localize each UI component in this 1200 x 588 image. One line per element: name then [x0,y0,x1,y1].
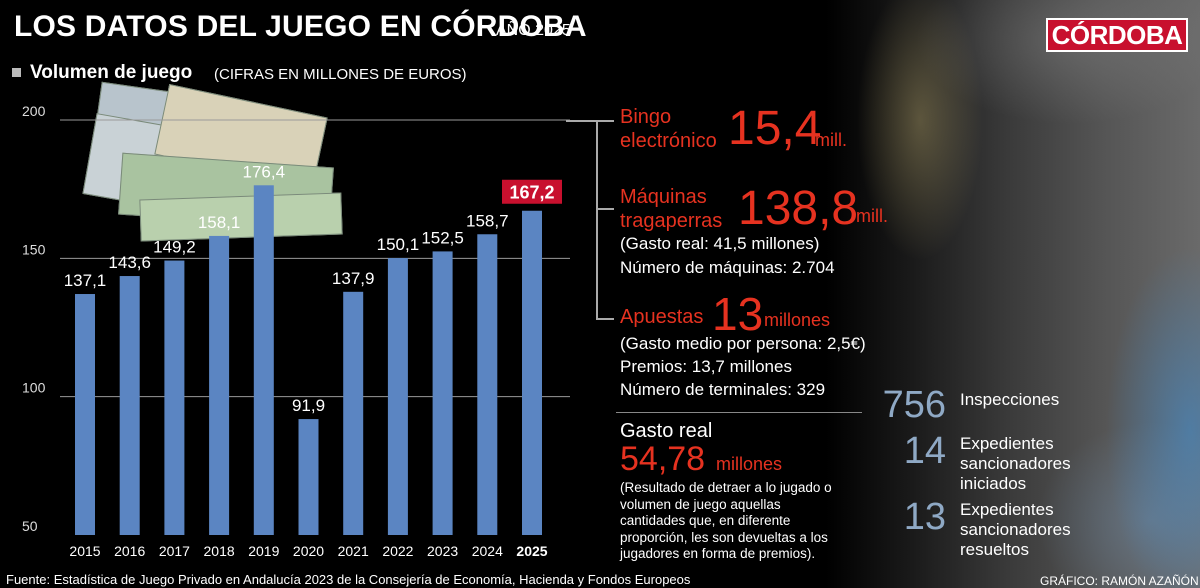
gasto-real-note-line: cantidades que, en diferente [620,513,791,528]
bar [75,294,95,535]
data-label: 158,1 [198,213,241,232]
data-label: 91,9 [292,396,325,415]
bingo-label-line1: Bingo [620,106,672,128]
gasto-real-note-line: (Resultado de detraer a lo jugado o [620,480,832,495]
x-tick-label: 2020 [293,543,324,559]
bingo-unit: mill. [815,130,847,150]
apuestas-detail-gasto: (Gasto medio por persona: 2,5€) [620,334,866,353]
stat-label-line: Expedientes [960,434,1054,453]
data-label: 167,2 [509,183,554,203]
maquinas-unit: mill. [856,206,888,226]
bar [343,291,364,535]
bracket-tick-apuestas [596,318,614,320]
square-bullet-icon [12,68,21,77]
gasto-real-note-line: jugadores en forma de premios). [620,546,816,561]
data-label: 176,4 [243,162,286,181]
y-tick-label: 150 [22,241,46,257]
maquinas-detail-gasto: (Gasto real: 41,5 millones) [620,234,820,253]
x-tick-label: 2022 [382,543,413,559]
apuestas-detail-premios: Premios: 13,7 millones [620,357,792,376]
chart-subtitle: Volumen de juego [30,62,193,83]
y-tick-label: 50 [22,518,38,534]
stat-iniciados-label: Expedientes sancionadores iniciados [960,434,1071,494]
stat-inspecciones-label: Inspecciones [960,390,1059,410]
stat-label-line: sancionadores [960,454,1071,473]
bar [253,185,274,535]
stat-resueltos-label: Expedientes sancionadores resueltos [960,500,1071,560]
x-tick-label: 2016 [114,543,145,559]
x-tick-label: 2019 [248,543,279,559]
x-tick-label: 2021 [338,543,369,559]
maquinas-label-line1: Máquinas [620,186,707,208]
gasto-real-note-line: volumen de juego aquellas [620,496,781,512]
page-title: LOS DATOS DEL JUEGO EN CÓRDOBA [14,10,587,43]
gasto-real-unit: millones [716,454,783,474]
stat-inspecciones-number: 756 [882,384,946,426]
stat-label-line: Expedientes [960,500,1054,519]
stat-resueltos-number: 13 [903,496,946,538]
gasto-real-note-line: proporción, les son devueltas a los [620,529,828,545]
graphic-credit: GRÁFICO: RAMÓN AZAÑÓN [1040,574,1199,588]
data-label: 149,2 [153,238,196,257]
bracket-connector [566,120,598,122]
stat-label-line: resueltos [960,540,1029,559]
data-label: 152,5 [421,228,464,247]
y-tick-label: 200 [22,103,46,119]
maquinas-label-line2: tragaperras [620,210,723,232]
slot-machine-photo [720,0,1200,588]
gasto-real-label: Gasto real [620,420,713,442]
breakdown-bracket [596,120,598,320]
highlight-label-box [502,179,562,204]
gasto-real-value: 54,78 [620,440,706,478]
data-label: 137,1 [64,271,107,290]
maquinas-detail-numero: Número de máquinas: 2.704 [620,258,835,277]
apuestas-unit: millones [764,310,831,330]
bar [387,258,408,535]
apuestas-value: 13 [712,288,764,340]
x-tick-label: 2025 [516,543,547,559]
bar [164,260,185,535]
apuestas-detail-terminales: Número de terminales: 329 [620,380,826,399]
title-year: AÑO 2025 [496,22,571,39]
apuestas-label: Apuestas [620,306,704,328]
bingo-value: 15,4 [728,102,822,155]
data-label: 143,6 [108,253,151,272]
x-tick-label: 2015 [69,543,100,559]
bingo-label-line2: electrónico [620,130,717,152]
x-tick-label: 2023 [427,543,458,559]
data-label: 137,9 [332,269,375,288]
stat-iniciados-number: 14 [903,430,946,472]
cordoba-logo: CÓRDOBA [1046,18,1188,52]
x-tick-label: 2024 [472,543,503,559]
source-note: Fuente: Estadística de Juego Privado en … [6,572,691,587]
bar [432,251,453,535]
gasto-real-note: (Resultado de detraer a lo jugado o volu… [620,480,832,563]
x-tick-label: 2017 [159,543,190,559]
data-label: 150,1 [377,235,420,254]
stat-label-line: sancionadores [960,520,1071,539]
bar [119,276,140,535]
gasto-real-divider [616,412,862,413]
stat-label-line: iniciados [960,474,1027,493]
stat-label-line: Inspecciones [960,390,1060,409]
bracket-tick-bingo [596,120,614,122]
bar [209,235,230,535]
x-tick-label: 2018 [204,543,235,559]
maquinas-value: 138,8 [738,182,859,235]
bar [298,419,319,535]
y-tick-label: 100 [22,380,46,396]
bar [477,234,498,535]
bar [522,210,542,535]
chart-units-note: (CIFRAS EN MILLONES DE EUROS) [214,66,467,83]
bracket-tick-maquinas [596,208,614,210]
data-label: 158,7 [466,211,509,230]
